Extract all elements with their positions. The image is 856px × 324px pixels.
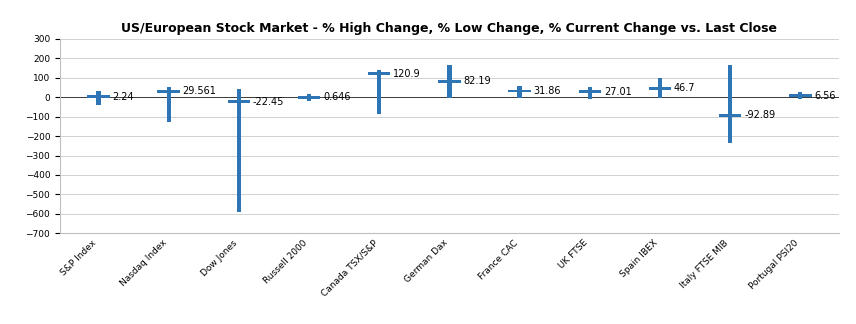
Bar — [448, 64, 451, 98]
Bar — [158, 90, 180, 93]
Bar — [228, 100, 250, 103]
Text: 82.19: 82.19 — [463, 76, 491, 86]
Bar — [368, 72, 390, 75]
Text: 31.86: 31.86 — [533, 86, 562, 96]
Bar — [438, 80, 461, 83]
Bar — [508, 89, 531, 92]
Bar — [719, 114, 741, 117]
Bar — [657, 78, 662, 98]
Bar — [307, 94, 311, 101]
Text: 120.9: 120.9 — [393, 69, 421, 79]
Text: 27.01: 27.01 — [603, 87, 632, 97]
Bar — [518, 86, 521, 98]
Bar — [377, 70, 381, 114]
Bar — [87, 95, 110, 98]
Text: -22.45: -22.45 — [253, 97, 284, 107]
Bar — [579, 90, 601, 93]
Bar — [789, 95, 811, 98]
Bar — [588, 87, 591, 99]
Bar — [97, 91, 101, 105]
Bar — [728, 64, 732, 144]
Text: 2.24: 2.24 — [112, 92, 134, 102]
Text: 46.7: 46.7 — [674, 83, 695, 93]
Text: 0.646: 0.646 — [323, 92, 351, 102]
Bar — [649, 87, 671, 89]
Bar — [167, 87, 171, 122]
Bar — [298, 96, 320, 98]
Bar — [798, 92, 802, 99]
Bar — [237, 89, 241, 212]
Text: -92.89: -92.89 — [744, 110, 776, 120]
Text: 29.561: 29.561 — [182, 87, 217, 97]
Text: 6.56: 6.56 — [814, 91, 835, 101]
Title: US/European Stock Market - % High Change, % Low Change, % Current Change vs. Las: US/European Stock Market - % High Change… — [122, 22, 777, 35]
